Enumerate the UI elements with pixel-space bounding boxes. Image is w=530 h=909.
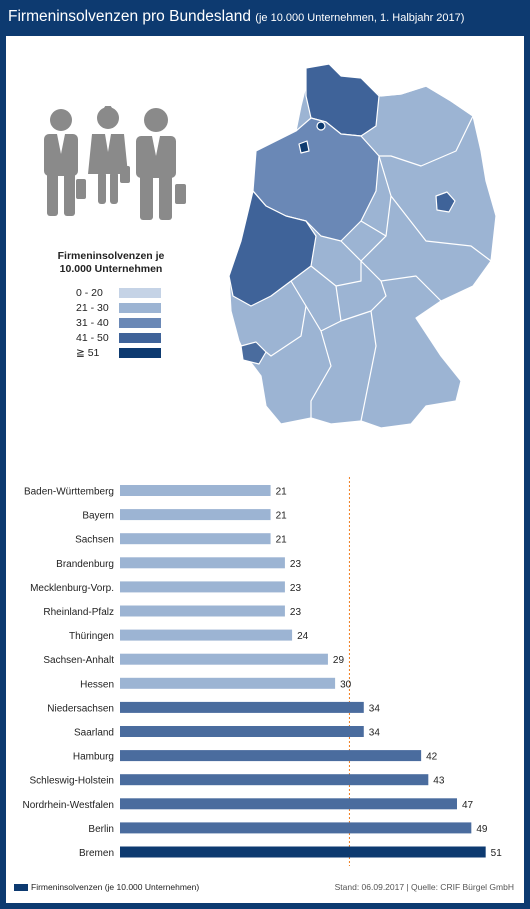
data-label: 34: [369, 728, 381, 739]
map-bremen: [298, 140, 310, 154]
bar: [120, 557, 285, 569]
footer-source: Stand: 06.09.2017 | Quelle: CRIF Bürgel …: [334, 882, 514, 892]
legend-swatch: [119, 318, 161, 328]
header: Firmeninsolvenzen pro Bundesland (je 10.…: [0, 0, 530, 36]
legend-item: 41 - 50: [76, 332, 196, 344]
category-label: Schleswig-Holstein: [30, 776, 114, 787]
data-label: 51: [491, 848, 503, 859]
bar: [120, 798, 457, 810]
category-label: Brandenburg: [56, 559, 114, 570]
map-berlin: [435, 191, 456, 213]
map-saarland: [240, 341, 267, 365]
data-label: 23: [290, 559, 302, 570]
category-label: Hessen: [80, 679, 114, 690]
category-label: Hamburg: [73, 752, 114, 763]
category-label: Rheinland-Pfalz: [43, 607, 114, 618]
chart-title: Firmeninsolvenzen pro Bundesland (je 10.…: [8, 8, 464, 26]
category-label: Niedersachsen: [47, 703, 114, 714]
data-label: 21: [276, 535, 288, 546]
bar: [120, 533, 271, 545]
bar: [120, 509, 271, 521]
legend-swatch: [119, 348, 161, 358]
data-label: 23: [290, 607, 302, 618]
category-label: Baden-Württemberg: [24, 487, 114, 498]
category-label: Mecklenburg-Vorp.: [30, 583, 114, 594]
legend-item: 21 - 30: [76, 302, 196, 314]
legend-label: 0 - 20: [76, 287, 103, 299]
legend-item: 31 - 40: [76, 317, 196, 329]
chart-panel: Firmeninsolvenzen je 10.000 Unternehmen …: [6, 36, 524, 903]
footer-legend-label: Firmeninsolvenzen (je 10.000 Unternehmen…: [31, 882, 200, 892]
category-label: Saarland: [74, 728, 114, 739]
category-label: Bayern: [82, 511, 114, 522]
data-label: 23: [290, 583, 302, 594]
data-label: 47: [462, 800, 474, 811]
bar: [120, 581, 285, 593]
category-label: Nordrhein-Westfalen: [22, 800, 114, 811]
bar: [120, 726, 364, 737]
bar: [120, 822, 472, 834]
legend-item: 0 - 20: [76, 287, 196, 299]
bar: [120, 846, 486, 858]
legend-label: ≧ 51: [76, 347, 100, 359]
legend-title: Firmeninsolvenzen je 10.000 Unternehmen: [57, 250, 165, 275]
legend-swatch: [119, 303, 161, 313]
footer-legend-swatch: [14, 884, 28, 891]
data-label: 42: [426, 752, 438, 763]
data-label: 29: [333, 655, 345, 666]
data-label: 43: [433, 776, 445, 787]
data-label: 21: [276, 511, 288, 522]
legend-label: 21 - 30: [76, 302, 109, 314]
category-label: Bremen: [79, 848, 114, 859]
legend-item: ≧ 51: [76, 347, 196, 359]
bar: [120, 677, 336, 689]
bar: [120, 605, 285, 617]
legend-swatch: [119, 288, 161, 298]
bar-chart: Baden-Württemberg 21 Bayern 21 Sachsen 21 Bran…: [22, 477, 503, 866]
bar: [120, 774, 429, 786]
data-label: 49: [476, 824, 488, 835]
map-schleswig-holstein: [305, 63, 380, 137]
data-label: 34: [369, 703, 381, 714]
legend-label: 31 - 40: [76, 317, 109, 329]
title-main: Firmeninsolvenzen pro Bundesland: [8, 8, 251, 25]
title-subtitle: (je 10.000 Unternehmen, 1. Halbjahr 2017…: [255, 12, 465, 24]
data-label: 21: [276, 487, 288, 498]
category-label: Thüringen: [69, 631, 114, 642]
legend-label: 41 - 50: [76, 332, 109, 344]
category-label: Sachsen: [75, 535, 114, 546]
legend-swatch: [119, 333, 161, 343]
business-people-icon: [44, 106, 186, 220]
bar: [120, 653, 328, 665]
bar: [120, 750, 422, 762]
map-hamburg: [316, 121, 326, 131]
bar: [120, 629, 293, 641]
bar: [120, 701, 364, 713]
germany-map: [228, 63, 497, 429]
bar: [120, 485, 271, 496]
data-label: 30: [340, 679, 352, 690]
data-label: 24: [297, 631, 309, 642]
category-label: Berlin: [88, 824, 114, 835]
category-label: Sachsen-Anhalt: [43, 655, 114, 666]
